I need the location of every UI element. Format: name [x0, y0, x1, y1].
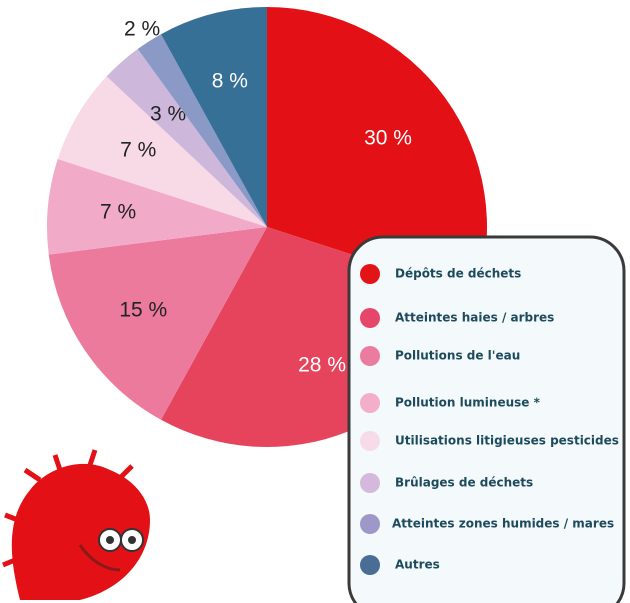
pie-slice: [106, 49, 268, 227]
pie-slice: [57, 76, 268, 228]
legend-label: Autres: [395, 558, 440, 572]
legend-label: Utilisations litigieuses pesticides: [395, 434, 619, 448]
slice-label: 2 %: [124, 18, 160, 41]
slice-label: 7 %: [100, 200, 136, 223]
pie-slice: [46, 159, 268, 255]
pie-slice: [267, 7, 487, 295]
legend-marker: [360, 514, 380, 534]
legend: Dépôts de déchets Atteintes haies / arbre…: [360, 264, 619, 575]
slice-label: 15 %: [119, 299, 167, 322]
legend-label: Pollutions de l'eau: [395, 349, 520, 363]
slice-label: 3 %: [150, 102, 186, 125]
pie-slice: [137, 34, 267, 228]
slice-label: 8 %: [212, 70, 248, 93]
slice-label: 7 %: [120, 138, 156, 161]
hedgehog-logo: [2, 449, 150, 600]
legend-marker: [360, 308, 380, 328]
legend-marker: [360, 555, 380, 575]
legend-label: Atteintes zones humides / mares: [392, 517, 614, 531]
legend-marker: [360, 393, 380, 413]
legend-marker: [360, 473, 380, 493]
legend-label: Atteintes haies / arbres: [395, 311, 554, 325]
legend-marker: [360, 346, 380, 366]
slice-label: 30 %: [364, 127, 412, 150]
legend-label: Pollution lumineuse *: [395, 396, 541, 410]
slice-label: 28 %: [298, 354, 346, 377]
legend-label: Dépôts de déchets: [395, 267, 521, 281]
legend-box: [347, 235, 626, 603]
legend-label: Brûlages de déchets: [395, 476, 533, 490]
pie-slice: [161, 7, 267, 227]
legend-marker: [360, 431, 380, 451]
pie-slice: [48, 227, 267, 420]
legend-marker: [360, 264, 380, 284]
